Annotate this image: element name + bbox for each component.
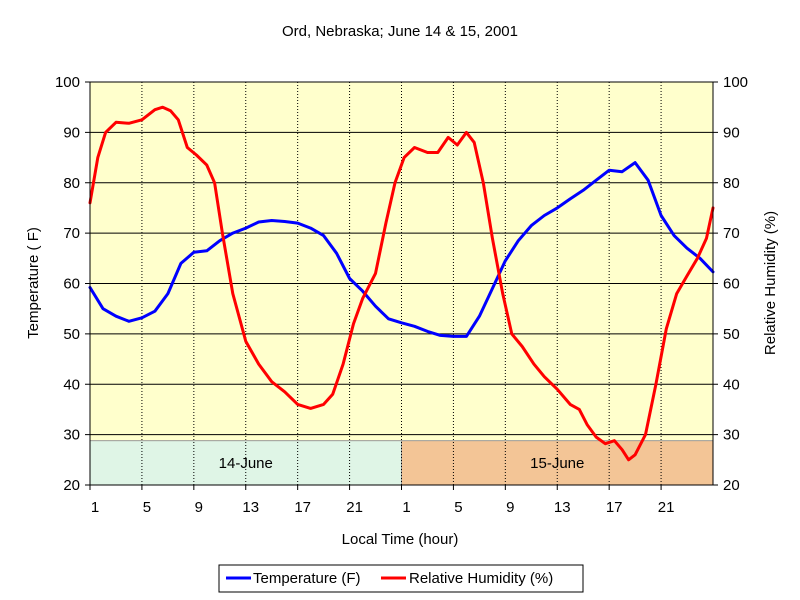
left-tick-label: 60 xyxy=(63,276,80,293)
legend-label-temperature: Temperature (F) xyxy=(253,570,361,587)
right-tick-label: 30 xyxy=(723,427,740,444)
left-axis-label: Temperature ( F) xyxy=(25,227,42,339)
right-tick-label: 70 xyxy=(723,225,740,242)
left-tick-label: 80 xyxy=(63,175,80,192)
right-axis-ticks: 20 30 40 50 60 70 80 90 100 xyxy=(713,74,748,494)
x-tick-label: 1 xyxy=(402,499,410,516)
temperature-line xyxy=(88,161,715,338)
gridlines xyxy=(90,82,713,485)
x-tick-label: 13 xyxy=(242,499,259,516)
x-tick-label: 5 xyxy=(454,499,462,516)
right-tick-label: 90 xyxy=(723,124,740,141)
right-tick-label: 40 xyxy=(723,376,740,393)
x-axis-ticks: 1 5 9 13 17 21 1 5 9 13 17 21 xyxy=(89,485,675,516)
left-axis-ticks: 20 30 40 50 60 70 80 90 100 xyxy=(55,74,90,494)
left-tick-label: 70 xyxy=(63,225,80,242)
right-tick-label: 80 xyxy=(723,175,740,192)
series-layer xyxy=(88,105,715,462)
right-tick-label: 50 xyxy=(723,326,740,343)
x-tick-label: 5 xyxy=(143,499,151,516)
x-tick-label: 9 xyxy=(195,499,203,516)
left-tick-label: 100 xyxy=(55,74,80,91)
x-tick-label: 21 xyxy=(346,499,363,516)
humidity-line xyxy=(88,105,715,462)
left-tick-label: 30 xyxy=(63,427,80,444)
right-tick-label: 60 xyxy=(723,276,740,293)
right-tick-label: 100 xyxy=(723,74,748,91)
left-tick-label: 90 xyxy=(63,124,80,141)
legend: Temperature (F) Relative Humidity (%) xyxy=(218,564,584,593)
right-tick-label: 20 xyxy=(723,477,740,494)
x-tick-label: 13 xyxy=(554,499,571,516)
x-tick-label: 9 xyxy=(506,499,514,516)
x-tick-label: 21 xyxy=(658,499,675,516)
right-axis-label: Relative Humidity (%) xyxy=(762,211,779,355)
legend-label-humidity: Relative Humidity (%) xyxy=(409,570,553,587)
x-tick-label: 17 xyxy=(294,499,311,516)
x-tick-label: 1 xyxy=(91,499,99,516)
left-tick-label: 50 xyxy=(63,326,80,343)
left-tick-label: 40 xyxy=(63,376,80,393)
chart-title: Ord, Nebraska; June 14 & 15, 2001 xyxy=(282,23,518,40)
x-tick-label: 17 xyxy=(606,499,623,516)
x-axis-label: Local Time (hour) xyxy=(342,531,459,548)
left-tick-label: 20 xyxy=(63,477,80,494)
